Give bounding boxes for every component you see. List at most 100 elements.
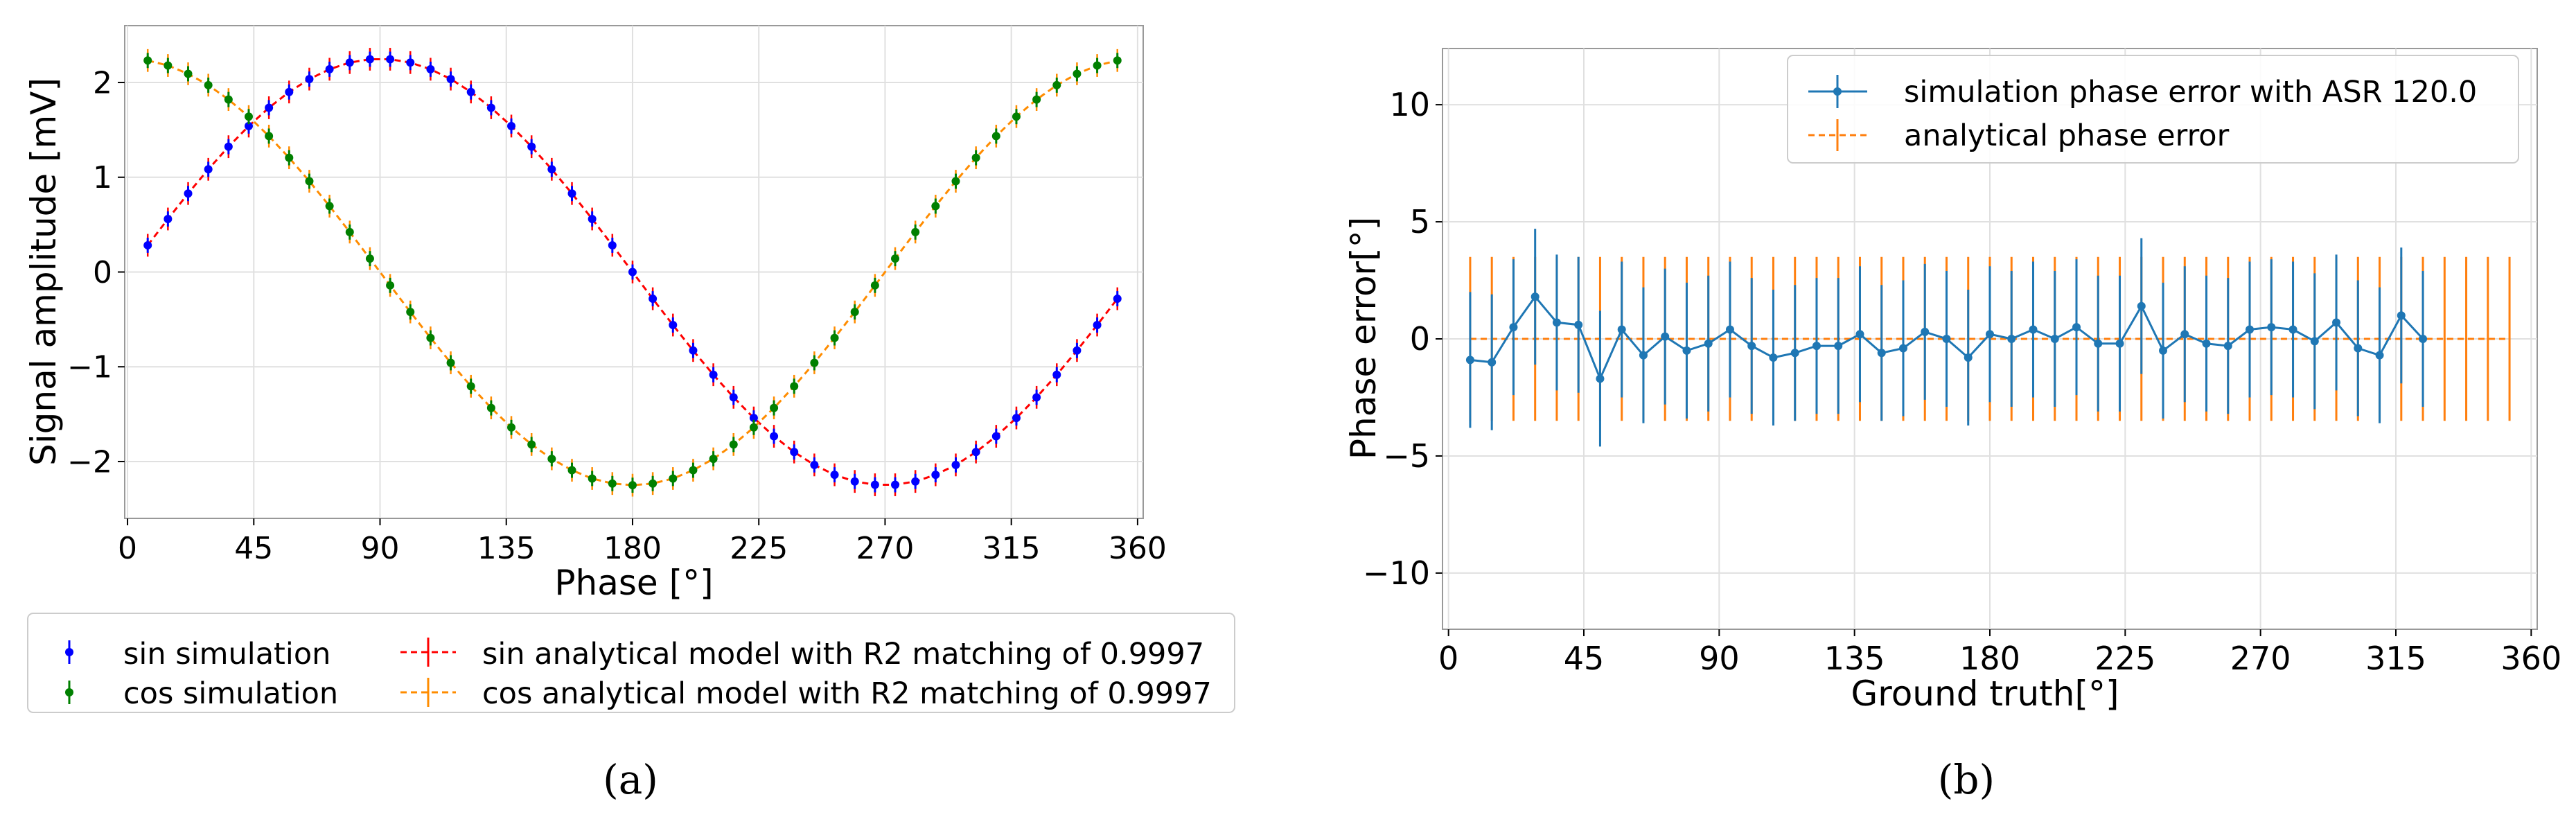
panel-b-y-tick-label: −5 (1383, 437, 1430, 475)
sin-simulation-point (790, 448, 799, 457)
simulation-phase-error-point (2267, 323, 2276, 332)
legend-sin-simulation-label: sin simulation (123, 637, 330, 672)
simulation-phase-error-point (1488, 358, 1497, 367)
simulation-phase-error-point (2223, 342, 2232, 351)
simulation-phase-error-point (1898, 344, 1907, 353)
simulation-phase-error-point (2354, 344, 2363, 353)
panel-a-y-ticks: −2 −1 0 1 2 (67, 65, 125, 480)
simulation-phase-error-point (2115, 339, 2124, 348)
simulation-phase-error-point (1942, 335, 1951, 343)
panel-b-legend-box (1787, 55, 2519, 164)
sin-simulation-point (164, 214, 173, 223)
cos-simulation-point (426, 333, 435, 342)
panel-b-x-tick-label: 45 (1564, 640, 1605, 677)
simulation-phase-error-point (1834, 342, 1843, 351)
cos-simulation-point (184, 69, 193, 78)
panel-a: 0 45 90 135 180 225 270 315 360 −2 −1 0 1 2 Phase [°… (24, 25, 1235, 803)
panel-b-y-ticks: −10 −5 0 5 10 (1363, 86, 1443, 592)
panel-a-y-axis-label: Signal amplitude [mV] (24, 78, 64, 466)
sin-simulation-point (628, 268, 637, 277)
cos-simulation-point (204, 80, 213, 89)
cos-simulation-point (265, 132, 274, 141)
cos-simulation-point (446, 358, 455, 367)
cos-simulation-point (386, 281, 395, 290)
cos-simulation-point (850, 308, 859, 317)
sin-simulation-point (1012, 414, 1021, 423)
simulation-phase-error-point (1574, 320, 1583, 329)
cos-simulation-point (951, 177, 960, 186)
simulation-phase-error-point (2419, 335, 2428, 343)
legend-cos-simulation-label: cos simulation (123, 676, 338, 711)
panel-a-y-tick-label: −1 (67, 350, 112, 385)
simulation-phase-error-point (1877, 349, 1886, 358)
cos-simulation-point (527, 440, 536, 449)
sin-simulation-point (608, 240, 617, 249)
panel-a-x-tick-label: 135 (477, 531, 536, 566)
simulation-phase-error-point (1921, 327, 1930, 336)
panel-b: 0 45 90 135 180 225 270 315 360 −10 −5 0 5 10 Ground… (1343, 48, 2561, 803)
simulation-phase-error-point (1790, 349, 1799, 358)
simulation-phase-error-point (1639, 351, 1648, 360)
simulation-phase-error-point (2310, 337, 2319, 346)
sin-simulation-point (446, 75, 455, 84)
cos-simulation-point (790, 382, 799, 391)
cos-simulation-point (770, 403, 779, 412)
panel-b-y-axis-label: Phase error[°] (1343, 217, 1384, 459)
cos-simulation-point (244, 112, 253, 121)
simulation-phase-error-point (2246, 325, 2255, 334)
simulation-phase-error-point (1986, 330, 1994, 339)
simulation-phase-error-point (1682, 346, 1691, 355)
simulation-phase-error-point (1552, 318, 1561, 327)
sin-simulation-point (709, 370, 718, 379)
cos-simulation-point (1113, 56, 1122, 65)
simulation-phase-error-point (1465, 356, 1474, 365)
simulation-phase-error-point (1964, 353, 1973, 362)
cos-simulation-point (567, 466, 576, 475)
cos-simulation-point (486, 403, 495, 412)
legend-cos-model-swatch (400, 678, 456, 707)
sin-simulation-point (870, 480, 879, 489)
sin-simulation-point (770, 432, 779, 441)
cos-simulation-point (971, 153, 980, 162)
legend-sin-model-label: sin analytical model with R2 matching of… (482, 637, 1204, 672)
simulation-phase-error-point (1617, 325, 1626, 334)
simulation-phase-error-point (1769, 353, 1778, 362)
legend-analytical-phase-error-label: analytical phase error (1904, 119, 2230, 153)
simulation-phase-error-point (1509, 323, 1518, 332)
cos-simulation-point (1032, 95, 1041, 104)
cos-simulation-point (669, 474, 678, 483)
sin-simulation-point (386, 55, 395, 64)
panel-a-x-tick-label: 45 (234, 531, 273, 566)
legend-cos-model-label: cos analytical model with R2 matching of… (482, 676, 1212, 711)
legend-sin-simulation-swatch (65, 640, 73, 664)
simulation-phase-error-point (2029, 325, 2038, 334)
cos-simulation-point (143, 56, 152, 65)
panel-a-x-tick-label: 315 (982, 531, 1041, 566)
cos-simulation-point (164, 61, 173, 70)
panel-a-caption: (a) (603, 756, 658, 803)
sin-simulation-point (285, 87, 294, 96)
sin-simulation-point (830, 471, 839, 480)
legend-simulation-phase-error-label: simulation phase error with ASR 120.0 (1904, 75, 2477, 109)
sin-simulation-point (567, 189, 576, 198)
cos-simulation-point (991, 132, 1000, 141)
panel-a-series (143, 48, 1122, 497)
cos-simulation-point (709, 455, 718, 464)
cos-simulation-point (406, 308, 415, 317)
simulation-phase-error-point (2007, 335, 2016, 343)
sin-simulation-point (729, 393, 738, 402)
simulation-phase-error-point (1855, 330, 1864, 339)
panel-b-x-tick-label: 180 (1959, 640, 2020, 677)
sin-simulation-point (325, 64, 334, 73)
cos-simulation-point (830, 333, 839, 342)
panel-b-y-tick-label: −10 (1363, 554, 1430, 592)
simulation-phase-error-point (1661, 332, 1670, 341)
sin-simulation-point (305, 75, 314, 84)
sin-simulation-point (184, 189, 193, 198)
sin-simulation-point (689, 346, 698, 355)
sin-simulation-point (143, 240, 152, 249)
cos-simulation-point (649, 479, 658, 488)
panel-b-y-tick-label: 0 (1410, 320, 1430, 358)
cos-simulation-point (1073, 69, 1082, 78)
simulation-phase-error-point (1530, 292, 1540, 301)
